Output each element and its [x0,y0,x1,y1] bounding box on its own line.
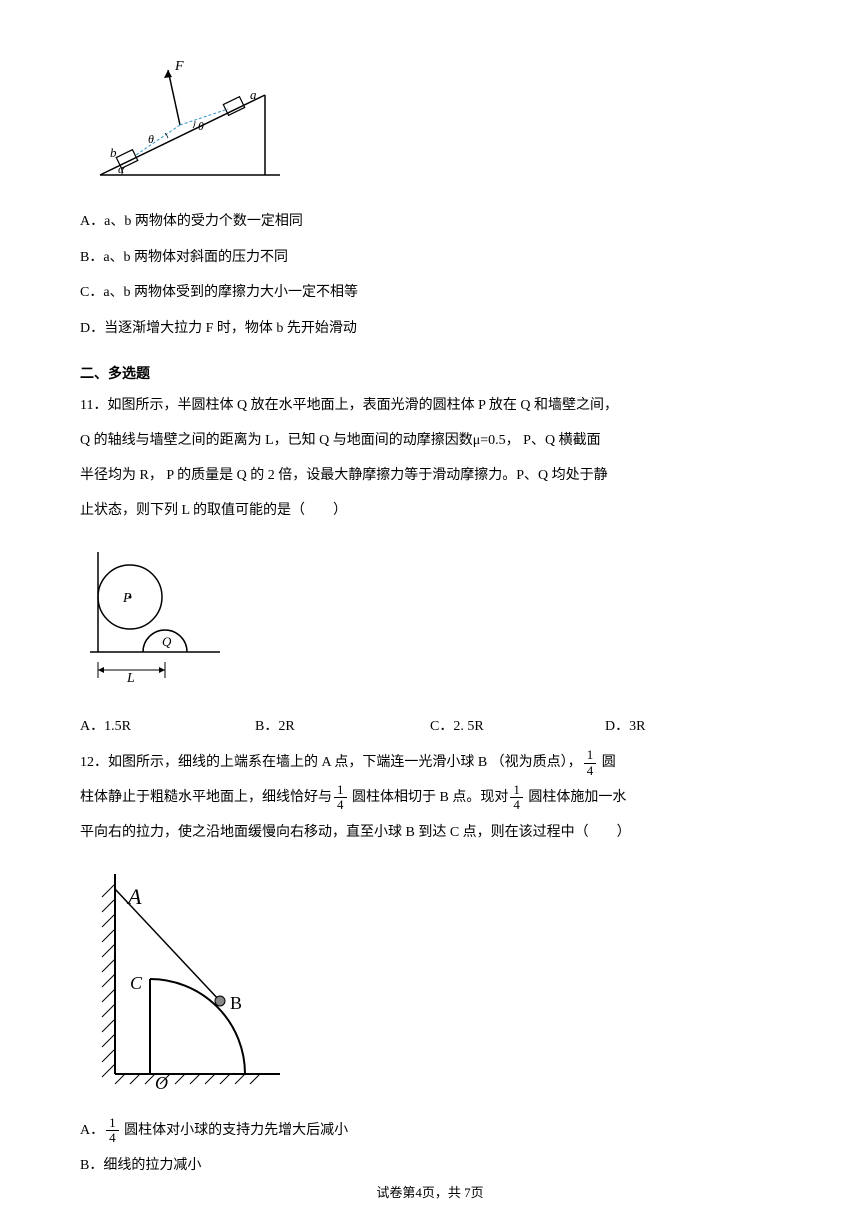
q11-diagram: P Q L [80,542,780,697]
q11-option-a: A．1.5R [80,712,255,743]
svg-text:a: a [250,87,257,102]
svg-text:C: C [130,973,143,993]
svg-text:P: P [122,591,132,606]
page-footer: 试卷第4页，共 7页 [0,1182,860,1201]
q10-option-a: A．a、b 两物体的受力个数一定相同 [80,205,780,239]
q10-option-b: B．a、b 两物体对斜面的压力不同 [80,241,780,275]
svg-text:A: A [126,884,142,909]
q11-option-c: C．2. 5R [430,712,605,743]
q10-option-d: D．当逐渐增大拉力 F 时，物体 b 先开始滑动 [80,312,780,346]
q12-line3: 平向右的拉力，使之沿地面缓慢向右移动，直至小球 B 到达 C 点，则在该过程中（… [80,818,780,849]
svg-text:θ: θ [148,132,154,146]
q11-option-b: B．2R [255,712,430,743]
section-2-header: 二、多选题 [80,363,780,383]
q11-line2: Q 的轴线与墙壁之间的距离为 L，已知 Q 与地面间的动摩擦因数μ=0.5， P… [80,426,780,457]
q12-option-b: B．细线的拉力减小 [80,1149,780,1183]
svg-text:Q: Q [162,634,172,649]
q11-option-d: D．3R [605,712,780,743]
q12-diagram: A C B O [80,864,780,1099]
q12-option-a: A．14 圆柱体对小球的支持力先增大后减小 [80,1114,780,1148]
svg-text:θ: θ [198,119,204,133]
svg-text:α: α [118,162,125,176]
q11-line3: 半径均为 R， P 的质量是 Q 的 2 倍，设最大静摩擦力等于滑动摩擦力。P、… [80,461,780,492]
q12-line1: 12．如图所示，细线的上端系在墙上的 A 点，下端连一光滑小球 B （视为质点）… [80,748,780,779]
svg-text:O: O [155,1073,168,1093]
q11-line1: 11．如图所示，半圆柱体 Q 放在水平地面上，表面光滑的圆柱体 P 放在 Q 和… [80,391,780,422]
q10-option-c: C．a、b 两物体受到的摩擦力大小一定不相等 [80,276,780,310]
q11-options: A．1.5R B．2R C．2. 5R D．3R [80,712,780,743]
svg-text:L: L [126,671,135,686]
q12-line2: 柱体静止于粗糙水平地面上，细线恰好与14 圆柱体相切于 B 点。现对14 圆柱体… [80,783,780,814]
svg-text:F: F [174,59,184,74]
svg-text:B: B [230,993,242,1013]
q10-diagram: a b F θ θ α [80,55,780,190]
svg-text:b: b [110,145,117,160]
q11-line4: 止状态，则下列 L 的取值可能的是（ ） [80,496,780,527]
